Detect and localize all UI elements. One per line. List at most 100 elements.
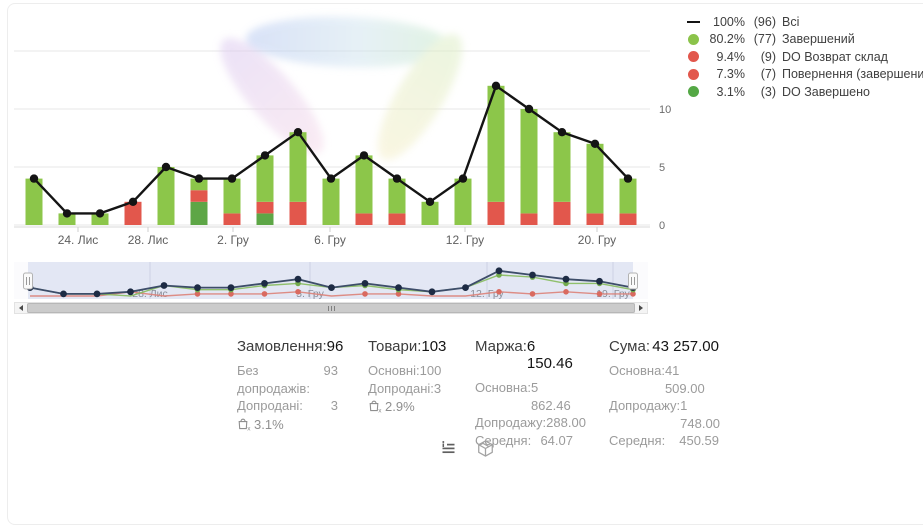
scroll-right-arrow-icon[interactable] — [635, 303, 647, 313]
line-point[interactable] — [458, 174, 468, 183]
bar-segment[interactable] — [553, 132, 571, 202]
bar-segment[interactable] — [289, 201, 307, 225]
chart-scrollbar[interactable] — [14, 302, 648, 314]
navigator-x-label: 12. Гру — [470, 288, 504, 300]
upsell-rate: x 3.1% — [237, 415, 338, 434]
line-point[interactable] — [29, 174, 39, 183]
bar-segment[interactable] — [25, 178, 43, 225]
stat-sub-label: Основна: — [609, 363, 665, 378]
bar-segment[interactable] — [91, 213, 109, 225]
stat-sub-label: Допродажу: — [475, 415, 547, 430]
x-axis-label: 20. Гру — [578, 233, 616, 247]
legend-label: Повернення (завершений) — [782, 67, 923, 82]
legend-item[interactable]: 7.3% (7) Повернення (завершений) — [686, 66, 923, 84]
bar-segment[interactable] — [355, 155, 373, 214]
bar-segment[interactable] — [223, 213, 241, 225]
bar-segment[interactable] — [124, 201, 142, 225]
line-point[interactable] — [359, 151, 369, 160]
stacked-bars[interactable] — [25, 85, 637, 225]
stat-sub-value: 93 — [323, 363, 338, 378]
bar-segment[interactable] — [256, 155, 274, 202]
bar-segment[interactable] — [322, 178, 340, 225]
x-axis: 24. Лис 28. Лис 2. Гру 6. Гру 12. Гру 20. Гру — [14, 226, 650, 247]
line-point[interactable] — [392, 174, 402, 183]
line-point[interactable] — [62, 209, 72, 218]
legend-item[interactable]: 100% (96) Всі — [686, 13, 918, 31]
bar-segment[interactable] — [256, 201, 274, 214]
line-point[interactable] — [95, 209, 105, 218]
legend-line-marker-icon — [686, 20, 701, 23]
line-point[interactable] — [524, 104, 534, 114]
bar-segment[interactable] — [256, 213, 274, 225]
upsell-rate: x 2.9% — [368, 397, 438, 416]
bar-segment[interactable] — [553, 201, 571, 225]
range-navigator[interactable]: 28. Лис 5. Гру 12. Гру 19. Гру — [14, 262, 648, 300]
legend-count: (77) — [753, 32, 776, 47]
legend-count: (3) — [760, 84, 776, 99]
scrollbar-thumb[interactable] — [27, 303, 635, 313]
bar-segment[interactable] — [190, 178, 208, 191]
legend-item[interactable]: 9.4% (9) DO Возврат склад — [686, 48, 918, 66]
stat-sub-label: Середня: — [609, 433, 666, 448]
line-point[interactable] — [293, 128, 303, 137]
legend-item[interactable]: 3.1% (3) DO Завершено — [686, 83, 918, 101]
bar-segment[interactable] — [157, 167, 175, 225]
legend-label: DO Завершено — [782, 84, 870, 99]
bar-segment[interactable] — [388, 178, 406, 214]
line-point[interactable] — [326, 174, 336, 183]
bar-segment[interactable] — [520, 213, 538, 225]
bar-segment[interactable] — [421, 201, 439, 225]
line-point[interactable] — [557, 128, 567, 137]
orders-chart[interactable]: 0 5 10 24. Лис 28. Лис 2. Гру 6. Гру 12. Гру 20… — [0, 0, 923, 320]
line-point[interactable] — [491, 81, 501, 91]
bar-segment[interactable] — [454, 178, 472, 225]
bag-x-icon: x — [238, 418, 251, 431]
bar-segment[interactable] — [487, 85, 505, 202]
legend-item[interactable]: 80.2% (77) Завершений — [686, 31, 918, 49]
stat-title: Замовлення: — [237, 338, 327, 355]
navigator-right-handle[interactable] — [628, 272, 638, 290]
bar-segment[interactable] — [190, 190, 208, 202]
line-point[interactable] — [128, 197, 138, 206]
line-point[interactable] — [194, 174, 204, 183]
legend-percent: 7.3% — [716, 67, 746, 82]
bar-segment[interactable] — [520, 109, 538, 214]
stat-value: 103 — [421, 338, 447, 355]
bar-segment[interactable] — [619, 213, 637, 225]
line-point[interactable] — [161, 162, 171, 172]
line-point[interactable] — [260, 151, 270, 160]
bar-segment[interactable] — [586, 213, 604, 225]
stat-column: Замовлення: 96 Без допродажів: 93 Допродані:… — [237, 338, 343, 434]
line-point[interactable] — [425, 197, 435, 206]
bar-segment[interactable] — [619, 178, 637, 214]
stat-sub-value: 1 748.00 — [680, 398, 720, 431]
x-axis-label: 6. Гру — [314, 233, 346, 247]
scroll-left-arrow-icon[interactable] — [15, 303, 27, 313]
bar-segment[interactable] — [487, 201, 505, 225]
legend-percent: 100% — [713, 14, 745, 29]
bar-segment[interactable] — [355, 213, 373, 225]
x-axis-label: 2. Гру — [217, 233, 249, 247]
svg-text:x: x — [378, 408, 382, 413]
stat-sub-label: Допродані: — [368, 380, 434, 396]
bar-segment[interactable] — [190, 201, 208, 225]
bar-segment[interactable] — [289, 132, 307, 202]
bar-segment[interactable] — [58, 213, 76, 225]
package-cube-icon[interactable] — [475, 438, 495, 458]
sort-list-icon[interactable] — [438, 438, 458, 458]
bar-segment[interactable] — [586, 143, 604, 214]
line-point[interactable] — [590, 139, 600, 148]
legend-count: (9) — [760, 49, 776, 64]
bar-segment[interactable] — [388, 213, 406, 225]
legend-label: Всі — [782, 14, 800, 29]
upsell-percent: 2.9% — [385, 399, 415, 414]
navigator-left-handle[interactable] — [23, 272, 33, 290]
bar-segment[interactable] — [223, 178, 241, 214]
stat-value: 96 — [326, 338, 344, 355]
stat-sub-label: Допродані: — [237, 398, 303, 413]
x-axis-label: 28. Лис — [128, 233, 169, 247]
stat-sub-value: 64.07 — [540, 432, 573, 448]
total-line-series[interactable] — [29, 81, 633, 218]
line-point[interactable] — [227, 174, 237, 183]
line-point[interactable] — [623, 174, 633, 183]
